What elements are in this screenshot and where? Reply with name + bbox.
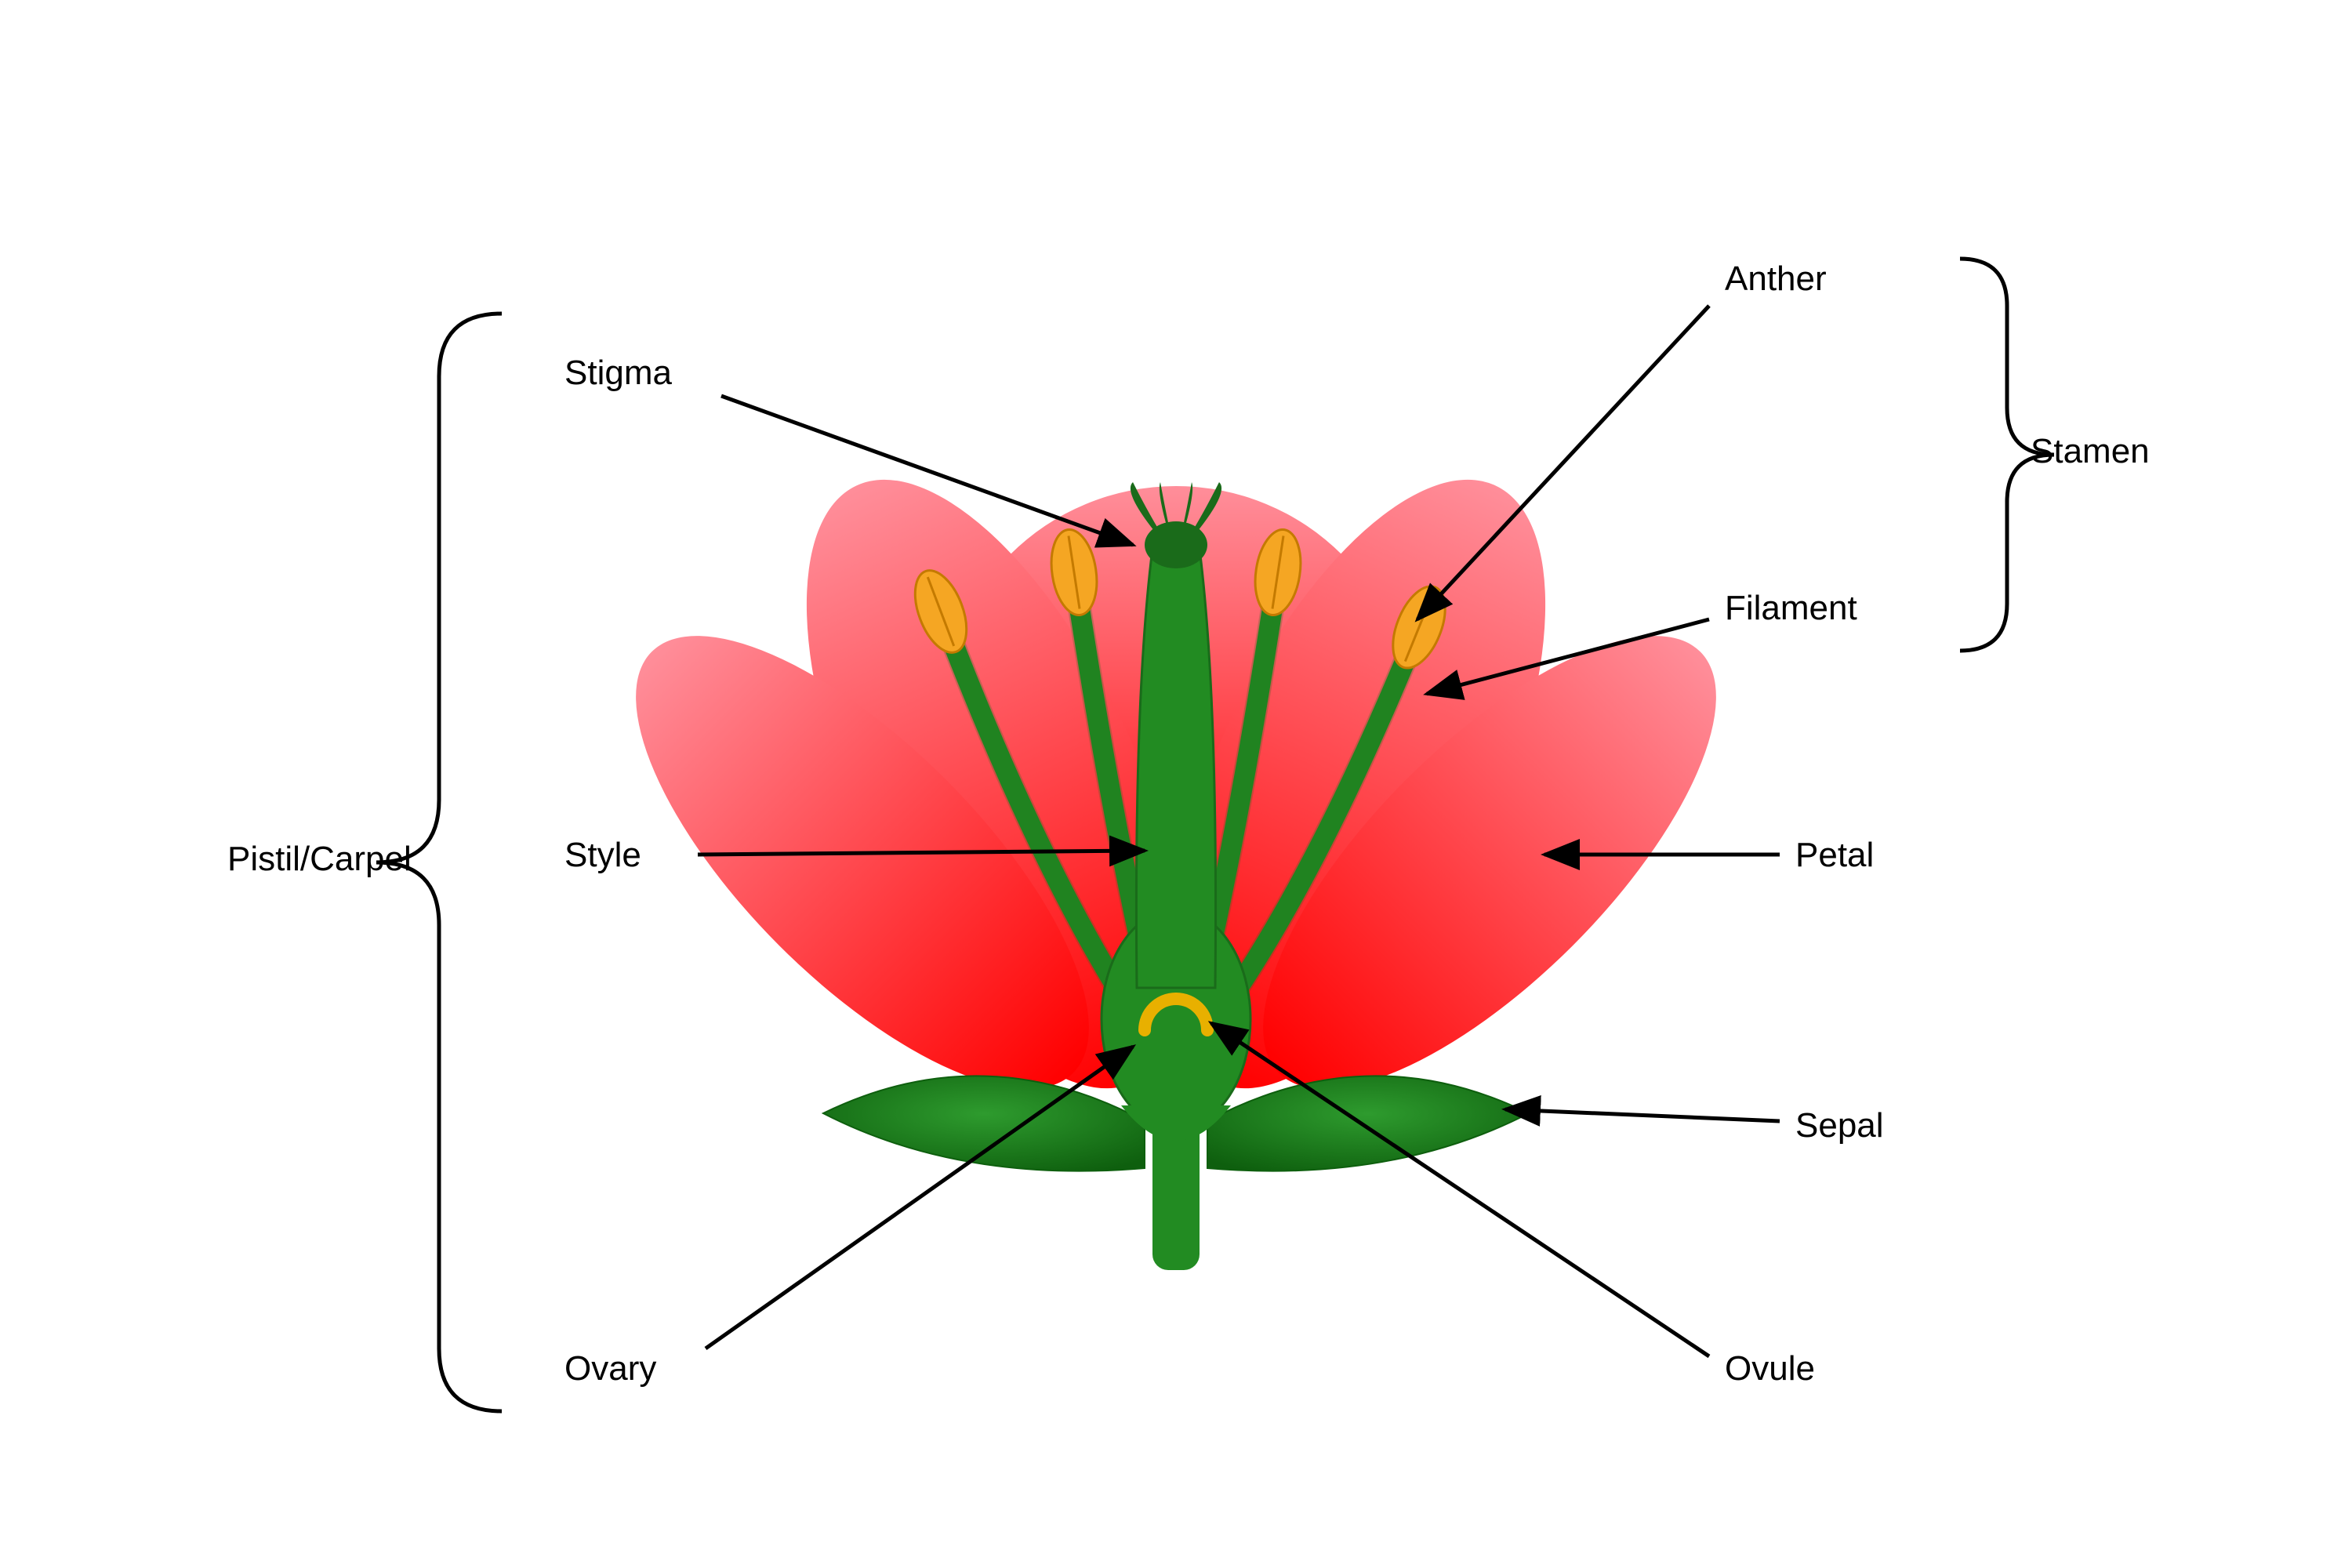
label-ovary: Ovary	[564, 1349, 656, 1388]
label-ovule: Ovule	[1725, 1349, 1815, 1388]
label-pistil: Pistil/Carpel	[227, 840, 412, 878]
ovule-arrow	[1211, 1023, 1709, 1356]
label-stigma: Stigma	[564, 354, 672, 392]
label-filament: Filament	[1725, 589, 1857, 627]
label-style: Style	[564, 836, 641, 874]
label-sepal: Sepal	[1795, 1106, 1884, 1145]
label-anther: Anther	[1725, 260, 1827, 298]
label-stamen: Stamen	[2031, 432, 2150, 470]
flower-anatomy-diagram: Stigma Style Ovary Anther Filament Petal Sepal…	[0, 0, 2352, 1568]
style	[1136, 549, 1215, 988]
anther-arrow	[1417, 306, 1709, 619]
sepal	[823, 1076, 1145, 1171]
flower-illustration	[568, 426, 1784, 1270]
sepal	[1207, 1076, 1529, 1171]
label-petal: Petal	[1795, 836, 1874, 874]
sepal-arrow	[1505, 1109, 1780, 1121]
